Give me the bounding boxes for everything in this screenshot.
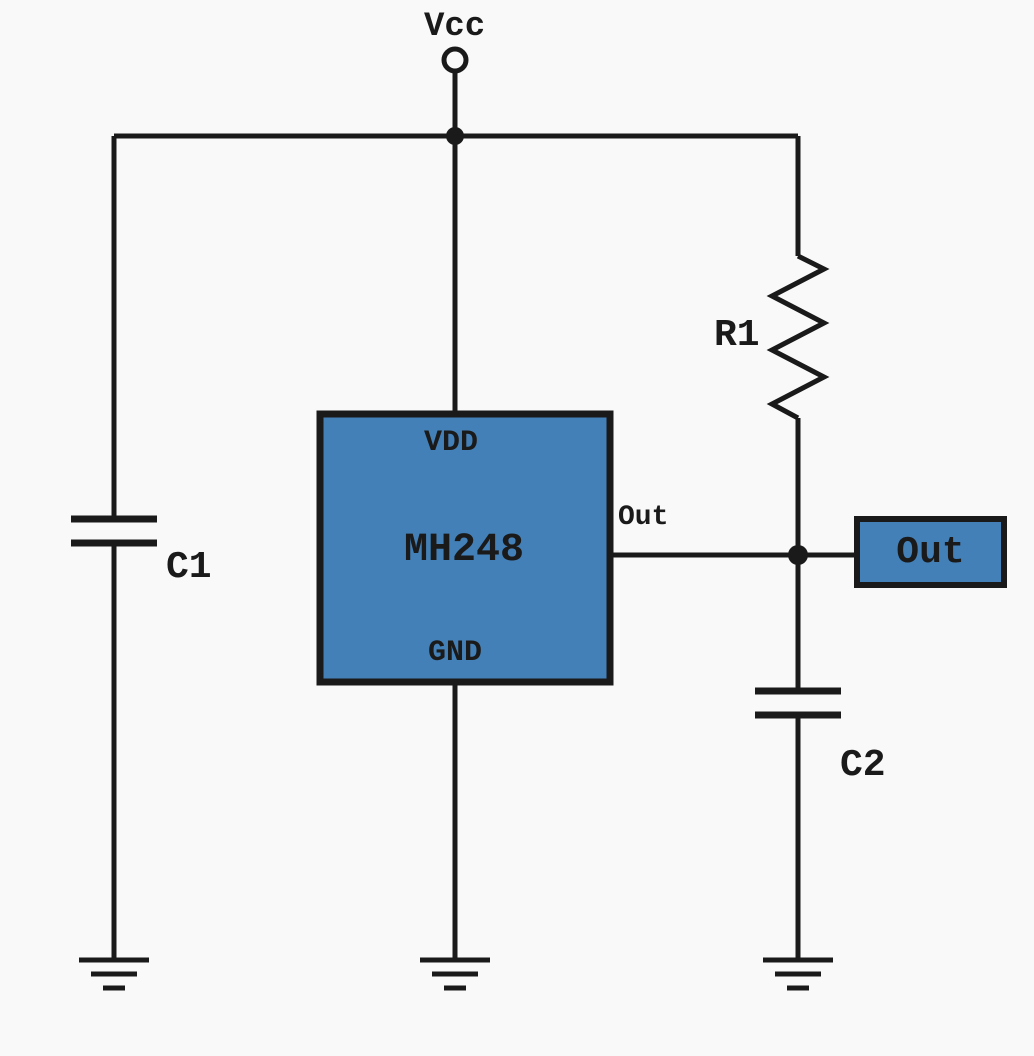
out-box-label: Out [896,531,964,574]
vcc-label: Vcc [424,8,485,46]
c2-label: C2 [840,744,886,787]
r1-label: R1 [714,314,760,357]
vcc-terminal [444,49,466,71]
out-terminal-box: Out [854,516,1007,588]
ic-name-label: MH248 [404,528,524,573]
resistor-r1 [772,256,824,418]
ic-vdd-label: VDD [424,426,478,460]
ic-out-pin-label: Out [618,502,668,533]
ic-gnd-label: GND [428,636,482,670]
c1-label: C1 [166,546,212,589]
